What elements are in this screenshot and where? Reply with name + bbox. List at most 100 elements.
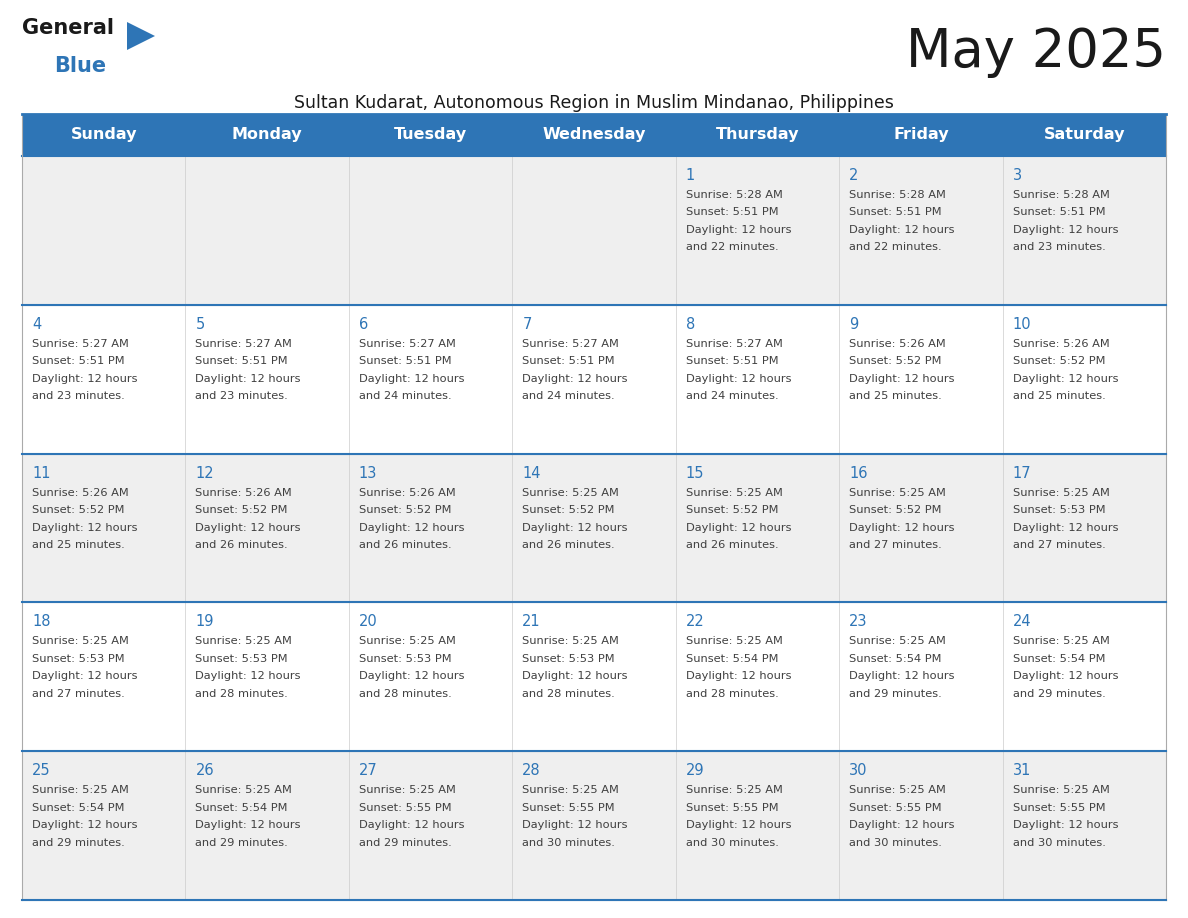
Bar [23,751,1165,900]
Text: Daylight: 12 hours: Daylight: 12 hours [32,374,138,384]
Text: 27: 27 [359,763,378,778]
Text: and 23 minutes.: and 23 minutes. [1012,242,1105,252]
Text: Daylight: 12 hours: Daylight: 12 hours [685,671,791,681]
Text: 23: 23 [849,614,867,630]
Text: Friday: Friday [893,128,949,142]
Text: Sunset: 5:53 PM: Sunset: 5:53 PM [1012,505,1105,515]
Text: Sunrise: 5:26 AM: Sunrise: 5:26 AM [196,487,292,498]
Text: 25: 25 [32,763,51,778]
Text: Sunset: 5:51 PM: Sunset: 5:51 PM [685,207,778,218]
Text: Sunset: 5:53 PM: Sunset: 5:53 PM [32,654,125,664]
Text: Daylight: 12 hours: Daylight: 12 hours [1012,671,1118,681]
Text: Sunday: Sunday [70,128,137,142]
Text: Sunset: 5:55 PM: Sunset: 5:55 PM [849,802,942,812]
Text: Sultan Kudarat, Autonomous Region in Muslim Mindanao, Philippines: Sultan Kudarat, Autonomous Region in Mus… [295,94,893,112]
Text: 11: 11 [32,465,51,481]
Text: Daylight: 12 hours: Daylight: 12 hours [685,522,791,532]
Text: Sunrise: 5:27 AM: Sunrise: 5:27 AM [32,339,128,349]
Text: 12: 12 [196,465,214,481]
Bar [23,305,1165,453]
Text: and 30 minutes.: and 30 minutes. [523,838,615,847]
Text: General: General [23,18,114,38]
Text: Sunrise: 5:25 AM: Sunrise: 5:25 AM [1012,785,1110,795]
Text: 13: 13 [359,465,378,481]
Text: and 24 minutes.: and 24 minutes. [523,391,615,401]
Text: Sunrise: 5:27 AM: Sunrise: 5:27 AM [685,339,783,349]
Text: Sunrise: 5:25 AM: Sunrise: 5:25 AM [685,487,783,498]
Text: Sunset: 5:51 PM: Sunset: 5:51 PM [849,207,942,218]
Text: Daylight: 12 hours: Daylight: 12 hours [32,671,138,681]
Bar [23,602,1165,751]
Text: Sunset: 5:53 PM: Sunset: 5:53 PM [196,654,287,664]
Text: Sunset: 5:53 PM: Sunset: 5:53 PM [523,654,615,664]
Text: Sunset: 5:51 PM: Sunset: 5:51 PM [196,356,287,366]
Text: Thursday: Thursday [715,128,800,142]
Text: 28: 28 [523,763,541,778]
Text: Sunrise: 5:27 AM: Sunrise: 5:27 AM [196,339,292,349]
Text: Sunset: 5:54 PM: Sunset: 5:54 PM [1012,654,1105,664]
Text: and 27 minutes.: and 27 minutes. [32,688,125,699]
Text: 26: 26 [196,763,214,778]
Text: 19: 19 [196,614,214,630]
Text: Daylight: 12 hours: Daylight: 12 hours [1012,522,1118,532]
Text: 15: 15 [685,465,704,481]
Text: Daylight: 12 hours: Daylight: 12 hours [32,522,138,532]
Text: 31: 31 [1012,763,1031,778]
Text: and 26 minutes.: and 26 minutes. [685,540,778,550]
Text: Sunrise: 5:25 AM: Sunrise: 5:25 AM [849,636,946,646]
Text: and 26 minutes.: and 26 minutes. [523,540,615,550]
Text: 1: 1 [685,168,695,183]
Bar [23,114,1165,156]
Text: Sunrise: 5:28 AM: Sunrise: 5:28 AM [1012,190,1110,200]
Text: and 22 minutes.: and 22 minutes. [849,242,942,252]
Text: 3: 3 [1012,168,1022,183]
Text: Daylight: 12 hours: Daylight: 12 hours [1012,225,1118,235]
Text: and 26 minutes.: and 26 minutes. [196,540,287,550]
Text: Sunset: 5:52 PM: Sunset: 5:52 PM [32,505,125,515]
Text: 16: 16 [849,465,867,481]
Text: Sunset: 5:52 PM: Sunset: 5:52 PM [849,356,942,366]
Text: and 25 minutes.: and 25 minutes. [32,540,125,550]
Text: and 29 minutes.: and 29 minutes. [1012,688,1105,699]
Text: and 29 minutes.: and 29 minutes. [196,838,289,847]
Text: May 2025: May 2025 [906,26,1165,78]
Text: Daylight: 12 hours: Daylight: 12 hours [523,820,627,830]
Polygon shape [127,22,154,50]
Text: and 28 minutes.: and 28 minutes. [359,688,451,699]
Text: Wednesday: Wednesday [542,128,646,142]
Text: and 27 minutes.: and 27 minutes. [1012,540,1105,550]
Text: and 23 minutes.: and 23 minutes. [32,391,125,401]
Text: Sunrise: 5:25 AM: Sunrise: 5:25 AM [1012,487,1110,498]
Text: and 22 minutes.: and 22 minutes. [685,242,778,252]
Text: Sunset: 5:55 PM: Sunset: 5:55 PM [685,802,778,812]
Text: Sunset: 5:54 PM: Sunset: 5:54 PM [196,802,287,812]
Text: Sunrise: 5:25 AM: Sunrise: 5:25 AM [849,487,946,498]
Text: Sunrise: 5:25 AM: Sunrise: 5:25 AM [523,487,619,498]
Text: and 28 minutes.: and 28 minutes. [196,688,289,699]
Text: and 30 minutes.: and 30 minutes. [849,838,942,847]
Text: Sunset: 5:54 PM: Sunset: 5:54 PM [32,802,125,812]
Text: 9: 9 [849,317,859,331]
Text: Daylight: 12 hours: Daylight: 12 hours [196,374,301,384]
Text: 29: 29 [685,763,704,778]
Text: and 30 minutes.: and 30 minutes. [685,838,778,847]
Text: Sunrise: 5:25 AM: Sunrise: 5:25 AM [685,636,783,646]
Text: and 30 minutes.: and 30 minutes. [1012,838,1106,847]
Text: Sunset: 5:51 PM: Sunset: 5:51 PM [359,356,451,366]
Text: Sunrise: 5:25 AM: Sunrise: 5:25 AM [1012,636,1110,646]
Text: Daylight: 12 hours: Daylight: 12 hours [1012,374,1118,384]
Text: and 27 minutes.: and 27 minutes. [849,540,942,550]
Text: Sunset: 5:52 PM: Sunset: 5:52 PM [523,505,614,515]
Text: Sunrise: 5:26 AM: Sunrise: 5:26 AM [359,487,456,498]
Text: 24: 24 [1012,614,1031,630]
Text: Daylight: 12 hours: Daylight: 12 hours [849,671,955,681]
Text: Sunset: 5:53 PM: Sunset: 5:53 PM [359,654,451,664]
Text: Daylight: 12 hours: Daylight: 12 hours [32,820,138,830]
Text: Sunrise: 5:26 AM: Sunrise: 5:26 AM [849,339,946,349]
Text: Sunset: 5:51 PM: Sunset: 5:51 PM [32,356,125,366]
Text: Sunrise: 5:26 AM: Sunrise: 5:26 AM [1012,339,1110,349]
Bar [23,453,1165,602]
Text: Daylight: 12 hours: Daylight: 12 hours [359,671,465,681]
Text: Sunrise: 5:25 AM: Sunrise: 5:25 AM [523,785,619,795]
Text: Daylight: 12 hours: Daylight: 12 hours [196,820,301,830]
